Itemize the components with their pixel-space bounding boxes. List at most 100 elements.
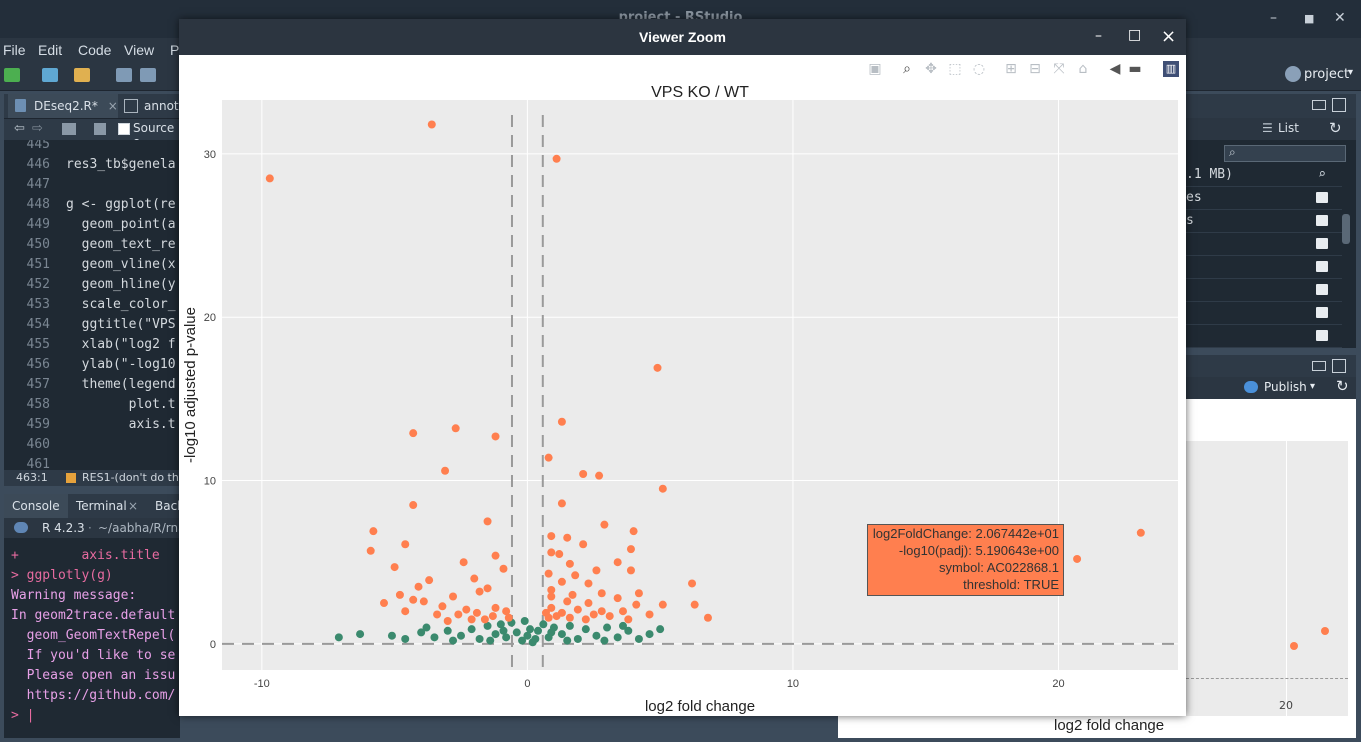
significant-point[interactable]: [491, 432, 500, 441]
significant-point[interactable]: [552, 154, 561, 163]
significant-point[interactable]: [491, 603, 500, 612]
code-line[interactable]: 448 g <- ggplot(re: [4, 195, 176, 215]
not-significant-point[interactable]: [573, 634, 582, 643]
code-line[interactable]: 446 res3_tb$genela: [4, 155, 176, 175]
significant-point[interactable]: [645, 610, 654, 619]
significant-point[interactable]: [658, 484, 667, 493]
show-in-window-icon[interactable]: [62, 123, 76, 135]
environment-row[interactable]: [1186, 256, 1342, 279]
not-significant-point[interactable]: [491, 630, 500, 639]
significant-point[interactable]: [658, 600, 667, 609]
grid-view-icon[interactable]: [1316, 238, 1328, 249]
not-significant-point[interactable]: [634, 634, 643, 643]
significant-point[interactable]: [571, 571, 580, 580]
not-significant-point[interactable]: [523, 631, 532, 640]
volcano-plot[interactable]: VPS KO / WT -10 0 10 20 0 10 20 30 log2 fold ch…: [179, 55, 1186, 716]
menu-file[interactable]: File: [3, 42, 26, 58]
significant-point[interactable]: [597, 589, 606, 598]
significant-point[interactable]: [568, 590, 577, 599]
minimize-pane-icon[interactable]: [1312, 100, 1326, 110]
grid-view-icon[interactable]: [1316, 284, 1328, 295]
significant-point[interactable]: [563, 597, 572, 606]
significant-point[interactable]: [409, 595, 418, 604]
not-significant-point[interactable]: [334, 633, 343, 642]
significant-point[interactable]: [547, 548, 556, 557]
significant-point[interactable]: [491, 551, 500, 560]
significant-point[interactable]: [454, 610, 463, 619]
save-icon[interactable]: [94, 123, 106, 135]
significant-point[interactable]: [613, 594, 622, 603]
minimize-pane-icon[interactable]: [1312, 361, 1326, 371]
not-significant-point[interactable]: [565, 621, 574, 630]
box-select-icon[interactable]: ⬚: [948, 61, 962, 77]
menu-plots[interactable]: P: [170, 42, 180, 58]
significant-point[interactable]: [409, 501, 418, 510]
significant-point[interactable]: [547, 592, 556, 601]
data-point[interactable]: [1290, 642, 1298, 650]
significant-point[interactable]: [703, 613, 712, 622]
code-line[interactable]: 452 geom_hline(y: [4, 275, 176, 295]
significant-point[interactable]: [1136, 528, 1145, 537]
significant-point[interactable]: [419, 597, 428, 606]
not-significant-point[interactable]: [520, 617, 529, 626]
significant-point[interactable]: [557, 417, 566, 426]
zoom-in-icon[interactable]: ⊞: [1005, 61, 1017, 77]
significant-point[interactable]: [379, 599, 388, 608]
significant-point[interactable]: [584, 579, 593, 588]
tab-deseq2[interactable]: DEseq2.R* ×: [8, 94, 120, 118]
grid-view-icon[interactable]: [1316, 330, 1328, 341]
significant-point[interactable]: [366, 546, 375, 555]
zoom-out-icon[interactable]: ⊟: [1029, 61, 1041, 77]
significant-point[interactable]: [634, 589, 643, 598]
significant-point[interactable]: [557, 577, 566, 586]
significant-point[interactable]: [613, 558, 622, 567]
scope-label[interactable]: RES1-(don't do th: [82, 471, 179, 484]
significant-point[interactable]: [462, 605, 471, 614]
code-line[interactable]: 461: [4, 455, 66, 472]
code-line[interactable]: 457 theme(legend: [4, 375, 176, 395]
list-view-icon[interactable]: ☰: [1262, 121, 1273, 135]
code-editor[interactable]: 445 446 res3_tb$genela 447 448 g <- ggplot(re…: [4, 140, 180, 472]
significant-point[interactable]: [438, 602, 447, 611]
menu-view[interactable]: View: [124, 42, 155, 58]
new-project-icon[interactable]: [42, 68, 58, 82]
project-menu[interactable]: project: [1304, 67, 1350, 82]
not-significant-point[interactable]: [518, 636, 527, 645]
significant-point[interactable]: [427, 120, 436, 129]
significant-point[interactable]: [605, 612, 614, 621]
significant-point[interactable]: [483, 584, 492, 593]
significant-point[interactable]: [579, 540, 588, 549]
not-significant-point[interactable]: [496, 620, 505, 629]
significant-point[interactable]: [552, 612, 561, 621]
not-significant-point[interactable]: [526, 625, 535, 634]
significant-point[interactable]: [653, 363, 662, 372]
chevron-down-icon[interactable]: ▾: [1310, 381, 1316, 392]
significant-point[interactable]: [483, 517, 492, 526]
code-line[interactable]: 449 geom_point(a: [4, 215, 176, 235]
data-point[interactable]: [1321, 627, 1329, 635]
maximize-pane-icon[interactable]: [1332, 98, 1346, 112]
significant-point[interactable]: [425, 576, 434, 585]
zoom-icon[interactable]: ⌕: [903, 61, 911, 77]
console-output[interactable]: + axis.title > ggplotly(g) Warning message…: [4, 538, 180, 738]
environment-row[interactable]: [1186, 325, 1342, 348]
significant-point[interactable]: [573, 605, 582, 614]
refresh-icon[interactable]: ↻: [1336, 377, 1349, 395]
not-significant-point[interactable]: [557, 630, 566, 639]
grid-view-icon[interactable]: [1316, 307, 1328, 318]
significant-point[interactable]: [563, 533, 572, 542]
code-line[interactable]: 455 xlab("log2 f: [4, 335, 176, 355]
maximize-icon[interactable]: □: [1128, 27, 1142, 43]
reset-axes-icon[interactable]: ⌂: [1078, 61, 1088, 77]
tab-terminal[interactable]: Terminal: [76, 499, 127, 513]
not-significant-point[interactable]: [483, 621, 492, 630]
new-file-icon[interactable]: [4, 68, 20, 82]
code-line[interactable]: 453 scale_color_: [4, 295, 176, 315]
significant-point[interactable]: [544, 453, 553, 462]
significant-point[interactable]: [414, 582, 423, 591]
significant-point[interactable]: [504, 613, 513, 622]
significant-point[interactable]: [626, 566, 635, 575]
code-line[interactable]: 445: [4, 140, 66, 155]
significant-point[interactable]: [390, 563, 399, 572]
significant-point[interactable]: [409, 429, 418, 438]
